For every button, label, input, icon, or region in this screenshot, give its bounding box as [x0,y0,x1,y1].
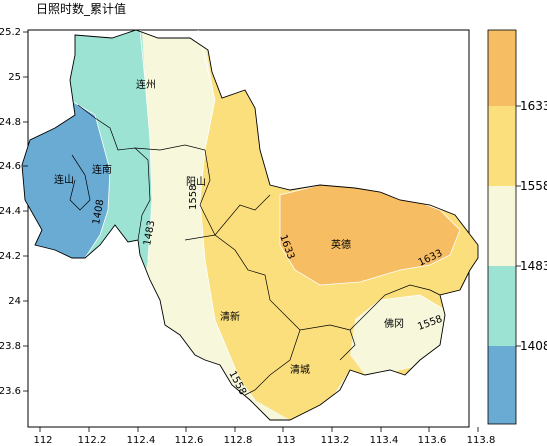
x-tick-1: 112.2 [78,435,107,446]
map-title: 日照时数_累计值 [36,1,126,16]
y-tick-7: 23.8 [0,341,21,352]
colorbar: 1633 1558 1483 1408 [487,29,547,425]
x-tick-6: 113.2 [321,435,350,446]
boundary-yingde-fogang [349,284,441,331]
x-tick-0: 112 [33,435,52,446]
boundary-yangshan-qingxin [184,234,351,331]
x-tick-9: 113.8 [467,435,496,446]
place-yingde: 英德 [331,238,351,251]
x-tick-2: 112.4 [127,435,156,446]
band-1483-1558-east [350,295,445,375]
tick-marks [23,31,479,432]
boundary-qingcheng-fogang [339,329,356,361]
y-tick-3: 24.6 [0,161,21,172]
contour-label-1408: 1408 [91,199,106,226]
y-tick-0: 25.2 [0,27,21,38]
y-tick-4: 24.4 [0,206,21,217]
place-liannan: 连南 [92,163,112,176]
y-tick-8: 23.6 [0,386,21,397]
x-tick-7: 113.4 [370,435,399,446]
boundary-qingxin-qingcheng [244,329,301,396]
colorbar-swatch-2 [488,186,516,266]
colorbar-swatch-0 [488,30,516,106]
contour-1633 [279,184,461,286]
place-lianzhou: 连州 [136,78,156,91]
prefecture-boundary [21,29,479,421]
y-tick-2: 24.8 [0,117,21,128]
x-axis-ticks: 112 112.2 112.4 112.6 112.8 113 113.2 11… [33,435,495,446]
place-qingxin: 清新 [220,310,240,323]
contour-label-1483: 1483 [142,220,157,247]
contour-1483 [139,29,153,261]
county-boundaries [69,104,441,396]
contour-1558-west [197,29,256,401]
colorbar-swatch-1 [488,106,516,186]
y-axis-ticks: 25.2 25 24.8 24.6 24.4 24.2 24 23.8 23.6 [0,27,21,397]
colorbar-label-3: 1408 [520,339,547,353]
contour-1408 [69,99,111,259]
x-tick-4: 112.8 [224,435,253,446]
colorbar-label-0: 1633 [520,99,547,113]
colorbar-swatch-4 [488,346,516,424]
boundary-yangshan-yingde [199,194,271,236]
y-tick-5: 24.2 [0,251,21,262]
colorbar-swatch-3 [488,266,516,346]
place-labels: 连州 连南 连山 阳山 英德 清新 佛冈 清城 [54,78,404,376]
x-tick-8: 113.6 [418,435,447,446]
y-tick-1: 25 [8,72,21,83]
contour-label-1558-a: 1558 [188,185,199,210]
boundary-lianshan [69,154,91,211]
band-above-1633 [280,185,460,285]
boundary-lianzhou-yangshan [134,144,211,206]
place-qingcheng: 清城 [290,363,310,376]
colorbar-frame [487,29,517,425]
x-tick-3: 112.6 [175,435,204,446]
x-tick-5: 113 [276,435,295,446]
place-yangshan: 阳山 [186,176,206,188]
place-lianshan: 连山 [54,173,74,186]
colorbar-label-1: 1558 [520,179,547,193]
y-tick-6: 24 [8,296,21,307]
colorbar-label-2: 1483 [520,259,547,273]
place-fogang: 佛冈 [384,317,404,330]
